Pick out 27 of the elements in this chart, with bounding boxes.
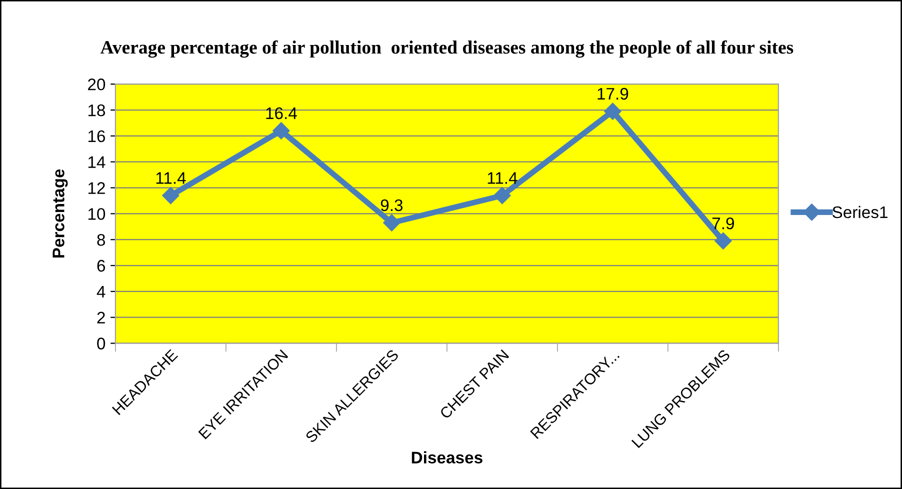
data-label: 11.4 (488, 172, 518, 184)
point (604, 102, 622, 120)
data-label: 9.3 (380, 199, 403, 212)
y-tick-label: 18 (88, 104, 106, 116)
data-label: 17.9 (598, 88, 628, 100)
y-axis-title: Percentage (52, 169, 68, 258)
data-label: 7.9 (712, 217, 734, 230)
y-tick-label: 12 (88, 182, 105, 194)
data-label: 16.4 (266, 107, 297, 120)
point (383, 214, 400, 232)
y-tick-label: 2 (97, 312, 105, 324)
chart-title: Average percentage of air pollution oriented diseases among the people of all four sites (100, 40, 794, 58)
y-tick-label: 0 (97, 338, 106, 350)
point (162, 187, 180, 204)
y-tick-label: 16 (88, 130, 106, 142)
point (714, 232, 732, 250)
point (272, 122, 290, 140)
y-tick-label: 20 (88, 78, 106, 90)
y-tick-label: 4 (96, 286, 106, 298)
y-tick-label: 14 (88, 156, 106, 168)
data-label: 11.4 (156, 172, 186, 184)
point (494, 187, 511, 204)
legend-label: Series1 (832, 206, 888, 218)
y-tick-label: 10 (88, 208, 106, 220)
y-tick-label: 8 (97, 234, 106, 246)
x-axis-title: Diseases (412, 451, 482, 464)
y-tick-label: 6 (97, 260, 105, 272)
